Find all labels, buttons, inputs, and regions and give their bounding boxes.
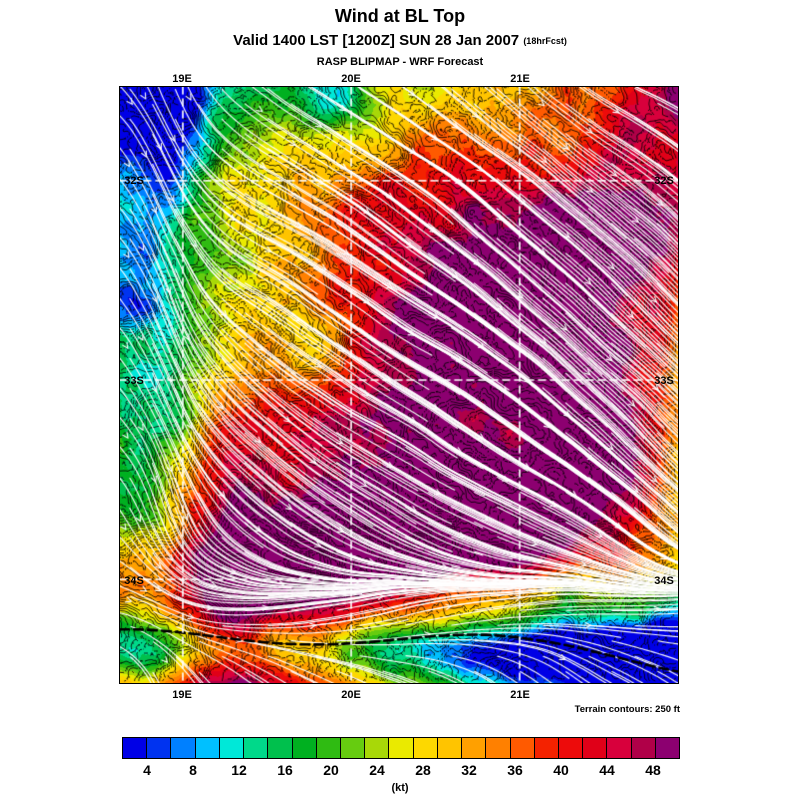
colorbar-cell [655,738,680,758]
colorbar-cell [365,738,390,758]
colorbar-tick: 16 [277,762,293,778]
colorbar-tick-labels: 4 8 12 16 20 24 28 32 36 40 44 48 [0,762,800,782]
lon-label-top: 20E [341,73,361,85]
valid-time-subtitle: Valid 1400 LST [1200Z] SUN 28 Jan 2007 (… [0,32,800,49]
colorbar-tick: 28 [415,762,431,778]
colorbar-tick: 8 [189,762,197,778]
lon-label-top: 19E [172,73,192,85]
colorbar-cell [437,738,463,758]
colorbar-cell [413,738,438,758]
valid-time-text: Valid 1400 LST [1200Z] SUN 28 Jan 2007 [233,32,520,49]
colorbar-cell [607,738,632,758]
colorbar-cell [462,738,487,758]
lon-label-bottom: 20E [341,689,361,701]
forecast-hour-text: (18hrFcst) [523,36,567,46]
colorbar-tick: 48 [645,762,661,778]
page-title: Wind at BL Top [334,6,466,26]
colorbar-cell [219,738,245,758]
colorbar-cell [171,738,196,758]
colorbar-tick: 40 [553,762,569,778]
colorbar-tick: 44 [599,762,615,778]
colorbar-tick: 24 [369,762,385,778]
colorbar-cell [486,738,511,758]
colorbar-tick: 36 [507,762,523,778]
colorbar-cell [631,738,656,758]
wind-speed-heatmap-canvas [120,87,678,683]
colorbar-tick: 4 [143,762,151,778]
colorbar-cell [147,738,172,758]
colorbar-cell [558,738,584,758]
colorbar-tick: 32 [461,762,477,778]
colorbar-cell [510,738,535,758]
colorbar-cell [340,738,366,758]
colorbar-cell [316,738,341,758]
colorbar [122,737,680,759]
colorbar-unit-label: (kt) [391,782,409,794]
lon-label-top: 21E [510,73,530,85]
colorbar-cell [389,738,414,758]
lon-label-bottom: 19E [172,689,192,701]
colorbar-cell [123,738,148,758]
colorbar-cell [244,738,269,758]
map-plot-area[interactable]: 32S 33S 34S 32S 33S 34S [119,86,679,684]
colorbar-cell [268,738,293,758]
terrain-contour-note: Terrain contours: 250 ft [574,704,680,715]
colorbar-cell [195,738,220,758]
colorbar-cell [292,738,317,758]
colorbar-tick: 20 [323,762,339,778]
colorbar-tick: 12 [231,762,247,778]
colorbar-cell [583,738,608,758]
model-source-subtitle: RASP BLIPMAP - WRF Forecast [316,56,484,68]
lon-label-bottom: 21E [510,689,530,701]
colorbar-cell [534,738,559,758]
